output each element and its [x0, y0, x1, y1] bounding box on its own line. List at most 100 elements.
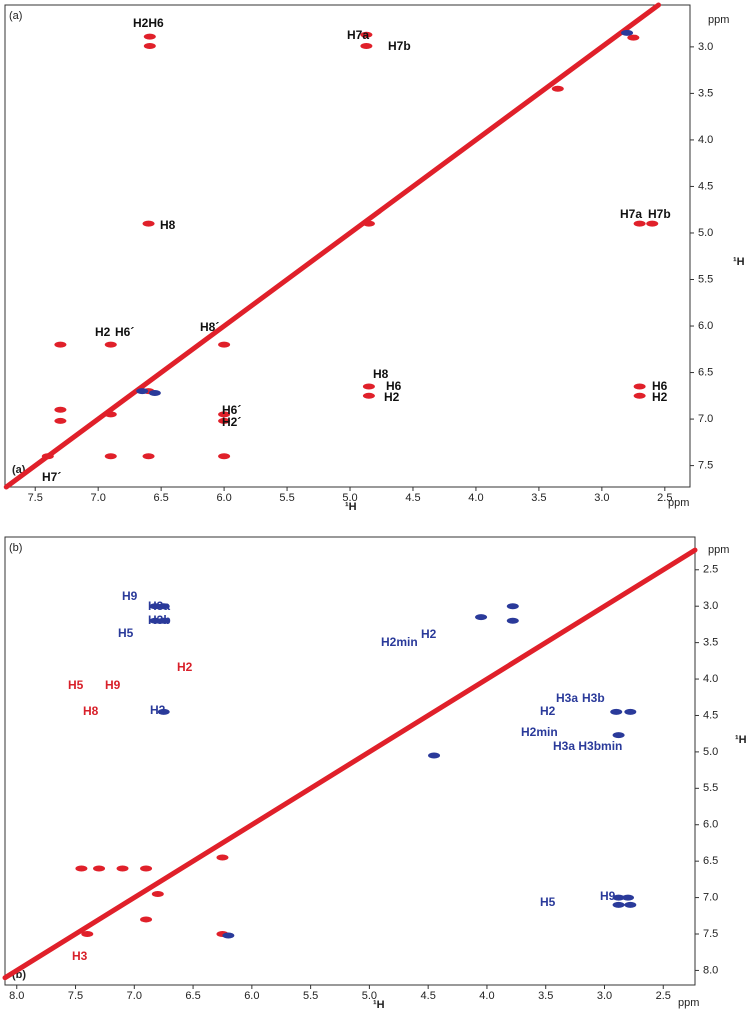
- x-tick-label: 7.0: [127, 990, 142, 1002]
- y-tick-label: 5.5: [703, 782, 718, 794]
- peak: [116, 865, 129, 872]
- peak-annotation: H3b: [582, 691, 605, 705]
- x-tick-label: 7.5: [28, 492, 43, 504]
- peak: [143, 33, 156, 40]
- peak-annotation: H7a: [347, 28, 369, 42]
- peak: [612, 901, 625, 908]
- peak: [140, 916, 153, 923]
- y-tick-label: 5.0: [703, 746, 718, 758]
- peak: [104, 453, 117, 460]
- peak-annotation: H3: [72, 949, 88, 963]
- y-tick-label: 3.0: [703, 600, 718, 612]
- peak: [360, 42, 373, 49]
- diagonal: [3, 2, 662, 490]
- peak: [41, 453, 54, 460]
- y-tick-label: 4.0: [698, 134, 713, 146]
- peak: [633, 392, 646, 399]
- peak-annotation: H2: [95, 325, 111, 339]
- peak-annotation: H3a: [148, 599, 170, 613]
- x-tick-label: 5.5: [279, 492, 294, 504]
- peak: [633, 383, 646, 390]
- peak-annotation: H8: [160, 218, 176, 232]
- y-tick-label: 7.0: [703, 891, 718, 903]
- x-tick-label: 5.0: [342, 492, 357, 504]
- peak: [143, 42, 156, 49]
- peak: [428, 752, 441, 759]
- x-tick-label: 3.5: [538, 990, 553, 1002]
- peak: [149, 617, 162, 624]
- peak-annotation: H2: [177, 660, 193, 674]
- peak-annotation: H9: [105, 678, 121, 692]
- x-tick-label: 2.5: [657, 492, 672, 504]
- peak: [624, 901, 637, 908]
- x-tick-label: 3.0: [594, 492, 609, 504]
- x-tick-label: 2.5: [656, 990, 671, 1002]
- peak-annotation: H5: [68, 678, 84, 692]
- y-axis-label: ¹H: [733, 256, 745, 268]
- peak: [506, 617, 519, 624]
- y-tick-label: 2.5: [703, 564, 718, 576]
- y-tick-label: 4.0: [703, 673, 718, 685]
- y-tick-label: 5.0: [698, 227, 713, 239]
- x-tick-label: 5.0: [362, 990, 377, 1002]
- x-tick-label: 6.5: [153, 492, 168, 504]
- x-tick-label: 4.5: [421, 990, 436, 1002]
- peak: [551, 85, 564, 92]
- peak: [81, 931, 94, 938]
- peak: [142, 453, 155, 460]
- y-tick-label: 4.5: [698, 180, 713, 192]
- y-tick-label: 7.5: [698, 460, 713, 472]
- peak-annotation: H9: [122, 589, 138, 603]
- peak-annotation: H8: [83, 704, 99, 718]
- y-tick-label: 3.5: [698, 87, 713, 99]
- peak-annotation: H3a H3bmin: [553, 739, 622, 753]
- peak: [149, 603, 162, 610]
- peak: [218, 411, 231, 418]
- y-axis-unit: ppm: [708, 14, 729, 26]
- x-axis-label: ¹H: [373, 999, 385, 1011]
- x-tick-label: 6.5: [185, 990, 200, 1002]
- y-tick-label: 7.5: [703, 928, 718, 940]
- peak: [610, 708, 623, 715]
- diagonal: [2, 547, 698, 981]
- peak-annotation: H7´: [42, 470, 61, 484]
- peak: [360, 31, 373, 38]
- x-tick-label: 3.0: [597, 990, 612, 1002]
- peak-annotation: H7a: [620, 207, 642, 221]
- y-tick-label: 6.5: [698, 366, 713, 378]
- x-axis-label: ¹H: [345, 501, 357, 513]
- peak-annotation: H2min: [521, 725, 558, 739]
- y-tick-label: 6.5: [703, 855, 718, 867]
- peak-annotation: H5: [118, 626, 134, 640]
- peak-annotation: H7b: [648, 207, 671, 221]
- x-tick-label: 6.0: [244, 990, 259, 1002]
- peak: [362, 220, 375, 227]
- y-tick-label: 3.5: [703, 637, 718, 649]
- peak: [646, 220, 659, 227]
- panel-label: (b): [9, 542, 22, 554]
- peak-annotation: H6´: [115, 325, 134, 339]
- peak-annotation: H2: [150, 703, 166, 717]
- peak: [612, 732, 625, 739]
- peak: [54, 417, 67, 424]
- peak-annotation: H5: [540, 895, 556, 909]
- peak-annotation: H2: [652, 390, 668, 404]
- peak: [151, 890, 164, 897]
- peak: [148, 390, 161, 397]
- peak: [157, 617, 170, 624]
- x-tick-label: 8.0: [9, 990, 24, 1002]
- y-axis-label: ¹H: [735, 734, 747, 746]
- peak-annotation: H8´: [200, 320, 219, 334]
- peak: [136, 388, 149, 395]
- plot-frame: [4, 536, 696, 986]
- y-axis-unit: ppm: [708, 544, 729, 556]
- y-tick-label: 4.5: [703, 709, 718, 721]
- peak-annotation: H9: [600, 889, 616, 903]
- x-tick-label: 4.5: [405, 492, 420, 504]
- peak-annotation: H6: [652, 379, 668, 393]
- y-tick-label: 6.0: [698, 320, 713, 332]
- peak: [506, 603, 519, 610]
- peak: [222, 932, 235, 939]
- peak-annotation: H2: [421, 627, 437, 641]
